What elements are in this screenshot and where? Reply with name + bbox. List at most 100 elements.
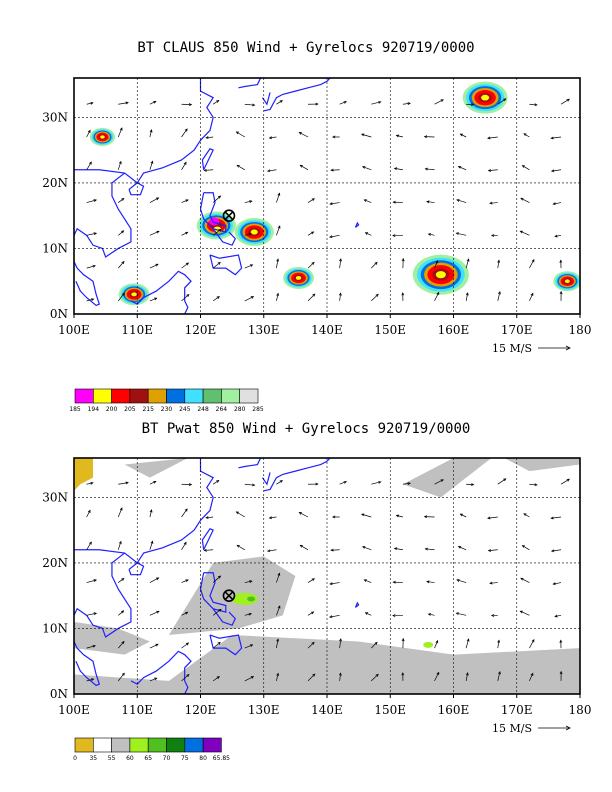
wind-vector <box>276 100 283 105</box>
wind-vector-head <box>457 166 462 169</box>
colorbar-label: 35 <box>89 755 97 762</box>
wind-vector-head <box>378 480 382 484</box>
wind-vector <box>329 582 340 585</box>
colorbar-swatch <box>239 388 259 404</box>
colorbar-label: 75 <box>181 755 189 762</box>
wind-vector <box>276 225 281 236</box>
wind-vector <box>149 577 159 583</box>
wind-vector <box>465 258 469 269</box>
wind-vector <box>86 482 94 485</box>
wind-vector <box>118 102 129 105</box>
wind-vector-head <box>550 516 554 520</box>
wind-vector <box>212 296 220 302</box>
wind-vector <box>364 579 372 583</box>
wind-vector-head <box>374 261 378 265</box>
wind-vector-head <box>315 102 319 106</box>
wind-vector <box>86 612 97 616</box>
wind-vector-head <box>310 611 315 615</box>
wind-vector <box>181 611 188 616</box>
wind-vector-head <box>329 615 333 619</box>
wind-vector <box>362 166 372 171</box>
wind-vector <box>276 573 280 583</box>
top-chart-title: BT CLAUS 850 Wind + Gyrelocs 920719/0000 <box>137 40 475 56</box>
wind-vector <box>244 264 253 269</box>
wind-vector-head <box>87 509 91 513</box>
wind-vector-head <box>268 516 273 520</box>
wind-vector-head <box>156 197 160 201</box>
wind-vector-head <box>426 580 430 584</box>
bottom-chart-title: BT Pwat 850 Wind + Gyrelocs 920719/0000 <box>141 421 471 437</box>
wind-vector <box>551 169 562 172</box>
wind-vector <box>489 582 498 584</box>
wind-vector <box>236 544 245 551</box>
wind-vector-head <box>407 482 411 485</box>
wind-vector-head <box>534 103 538 107</box>
wind-vector-head <box>375 673 379 677</box>
wind-vector-head <box>329 582 333 586</box>
wind-vector <box>522 545 530 551</box>
wind-vector-head <box>125 101 129 105</box>
wind-vector-head <box>550 169 555 173</box>
wind-vector-head <box>205 136 209 140</box>
colorbar-swatch <box>93 388 112 404</box>
wind-vector <box>307 642 315 649</box>
wind-vector-head <box>436 291 440 296</box>
colorbar-label: 55 <box>108 755 116 762</box>
wind-vector <box>244 103 255 106</box>
wind-vector <box>181 162 187 170</box>
wind-vector-head <box>185 199 189 203</box>
wind-vector-head <box>298 132 302 135</box>
wind-vector-head <box>339 638 342 642</box>
colorbar-swatch <box>129 388 149 404</box>
wind-vector <box>402 482 411 485</box>
colorbar-label: 285 <box>252 406 264 413</box>
x-tick-label: 120E <box>185 323 217 337</box>
coastline <box>209 254 243 276</box>
wind-vector-head <box>330 548 334 552</box>
wind-vector-head <box>154 297 158 301</box>
wind-vector <box>434 672 440 682</box>
wind-vector <box>402 102 411 105</box>
wind-vector-head <box>150 540 154 544</box>
wind-vector <box>428 233 435 236</box>
wind-vector-head <box>121 197 125 201</box>
wind-vector <box>458 546 467 551</box>
wind-vector <box>299 132 309 138</box>
wind-vector-head <box>559 290 563 295</box>
gyre-location-marker <box>222 209 236 222</box>
wind-vector <box>553 582 562 585</box>
wind-vector <box>458 166 467 171</box>
wind-vector <box>267 549 277 552</box>
wind-vector <box>244 233 252 236</box>
wind-vector <box>86 645 96 649</box>
wind-vector <box>204 169 214 171</box>
wind-vector-head <box>93 232 98 236</box>
wind-vector-head <box>119 507 123 511</box>
wind-vector-head <box>250 296 255 299</box>
cloud-core <box>250 229 258 235</box>
wind-vector-head <box>266 549 271 553</box>
wind-vector-head <box>471 483 475 486</box>
wind-vector <box>307 262 315 269</box>
wind-vector-head <box>456 579 460 582</box>
coastline <box>128 182 145 196</box>
wind-vector-head <box>185 262 190 266</box>
coastline <box>263 78 331 112</box>
wind-vector-head <box>559 639 563 643</box>
wind-vector-head <box>490 234 495 237</box>
wind-vector-head <box>459 133 463 137</box>
wind-vector-head <box>311 578 315 582</box>
wind-vector <box>488 549 498 551</box>
wind-vector <box>212 676 220 682</box>
wind-vector-head <box>183 161 187 165</box>
wind-vector-head <box>552 582 556 586</box>
wind-vector <box>553 202 562 205</box>
wind-vector-head <box>188 103 193 106</box>
wind-vector <box>428 613 435 616</box>
gyre-location-cross <box>224 211 234 221</box>
wind-vector <box>371 674 379 682</box>
wind-vector-head <box>150 160 154 164</box>
colorbar-label: 80 <box>199 755 207 762</box>
wind-vector <box>86 579 97 583</box>
wind-vector-head <box>523 513 527 517</box>
